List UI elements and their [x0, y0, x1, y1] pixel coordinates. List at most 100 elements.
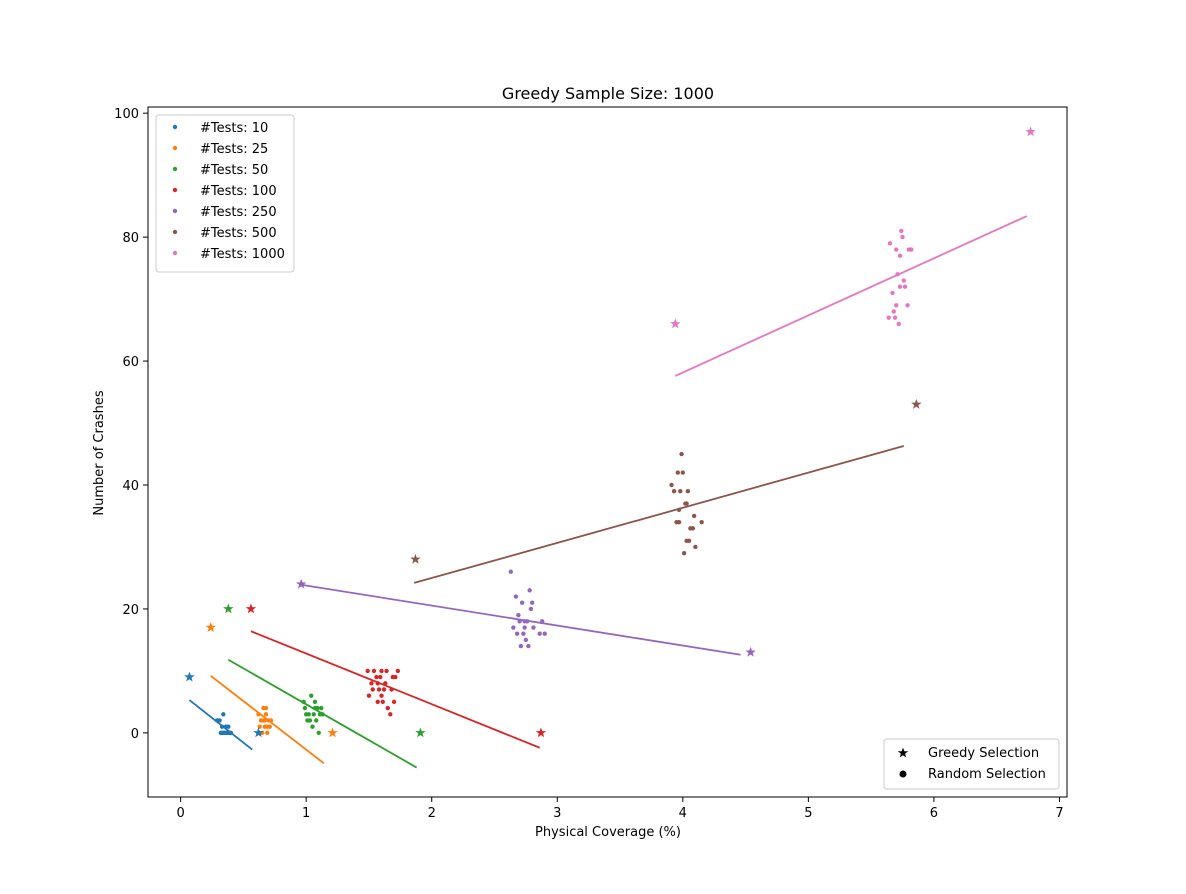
legend-box	[155, 114, 295, 273]
random-point	[899, 228, 904, 234]
greedy-point	[410, 553, 421, 564]
marker-legend-dot	[899, 770, 907, 778]
random-point	[897, 284, 903, 289]
random-point	[378, 674, 383, 680]
y-tick-label: 100	[114, 107, 139, 122]
marker-legend: Greedy Selection Random Selection	[883, 738, 1060, 790]
random-point	[522, 619, 527, 624]
legend-label: #Tests: 25	[200, 142, 268, 157]
random-point	[388, 712, 393, 717]
y-tick-label: 80	[122, 231, 139, 246]
marker-legend-box	[883, 738, 1060, 790]
random-point	[219, 724, 225, 729]
legend-swatch	[172, 229, 178, 235]
random-point	[675, 470, 681, 475]
x-tick-label: 3	[553, 806, 561, 821]
greedy-point	[1025, 126, 1036, 137]
greedy-point	[245, 603, 257, 614]
random-point	[511, 625, 516, 630]
greedy-point	[745, 646, 756, 657]
greedy-point	[295, 578, 307, 589]
random-point	[521, 631, 526, 636]
random-point	[681, 550, 687, 556]
x-tick-label: 0	[177, 806, 185, 821]
series-legend: #Tests: 10 #Tests: 25 #Tests: 50 #Tests: 10…	[155, 114, 295, 273]
x-tick-label: 6	[930, 806, 938, 821]
random-point	[526, 643, 531, 649]
marker-legend-star	[897, 747, 909, 758]
random-point	[265, 730, 270, 736]
random-point	[902, 284, 908, 289]
random-point	[217, 718, 222, 723]
random-point	[685, 488, 691, 494]
random-point	[219, 730, 225, 736]
random-point	[301, 699, 306, 705]
random-point	[519, 600, 525, 605]
legend-label: #Tests: 500	[200, 226, 277, 241]
random-point	[369, 681, 374, 686]
random-point	[312, 705, 318, 711]
random-point	[263, 712, 269, 717]
random-points	[214, 228, 914, 736]
random-point	[691, 513, 697, 519]
random-point	[395, 668, 401, 674]
random-point	[887, 241, 893, 246]
legend-label: #Tests: 1000	[200, 247, 285, 262]
random-point	[531, 625, 536, 630]
random-point	[393, 674, 398, 680]
random-point	[540, 619, 545, 624]
x-tick-label: 4	[679, 806, 687, 821]
random-point	[892, 315, 898, 320]
random-point	[376, 687, 382, 692]
random-point	[268, 718, 274, 723]
random-point	[261, 718, 266, 723]
random-point	[508, 569, 514, 574]
random-point	[381, 687, 387, 692]
fit-lines	[188, 215, 1028, 769]
axis-ticks: 0 1 2 3 4 5 6 7 0 20 40 60 80 100	[114, 107, 1063, 821]
random-point	[896, 321, 901, 327]
random-point	[319, 705, 324, 711]
random-point	[314, 718, 319, 723]
random-point	[891, 309, 896, 314]
random-point	[686, 538, 692, 543]
random-point	[371, 668, 377, 674]
random-point	[901, 278, 906, 283]
greedy-points	[184, 126, 1036, 738]
random-point	[370, 687, 375, 692]
random-point	[693, 544, 698, 550]
random-point	[306, 712, 311, 717]
random-point	[302, 705, 308, 711]
random-point	[307, 718, 313, 723]
random-point	[518, 643, 524, 649]
random-point	[312, 699, 318, 705]
random-point	[221, 712, 226, 717]
random-point	[384, 668, 389, 674]
random-point	[528, 606, 534, 612]
greedy-point	[253, 727, 264, 738]
random-point	[676, 519, 682, 525]
random-point	[517, 619, 522, 624]
random-point	[527, 588, 532, 593]
random-point	[678, 488, 683, 494]
random-point	[890, 290, 895, 296]
greedy-point	[184, 671, 195, 682]
greedy-point	[535, 727, 547, 738]
random-point	[894, 303, 899, 308]
greedy-point	[911, 398, 922, 409]
legend-label: #Tests: 50	[200, 163, 268, 178]
greedy-point	[670, 318, 681, 329]
x-tick-label: 1	[302, 806, 310, 821]
plot-frame	[147, 106, 1068, 798]
greedy-point	[415, 727, 426, 738]
random-point	[886, 315, 891, 320]
legend-swatch	[172, 166, 178, 172]
greedy-point	[327, 727, 338, 738]
random-point	[383, 681, 388, 686]
random-point	[669, 482, 674, 488]
random-point	[679, 451, 684, 457]
random-point	[257, 724, 262, 729]
random-point	[385, 705, 390, 711]
y-tick-label: 40	[122, 479, 139, 494]
